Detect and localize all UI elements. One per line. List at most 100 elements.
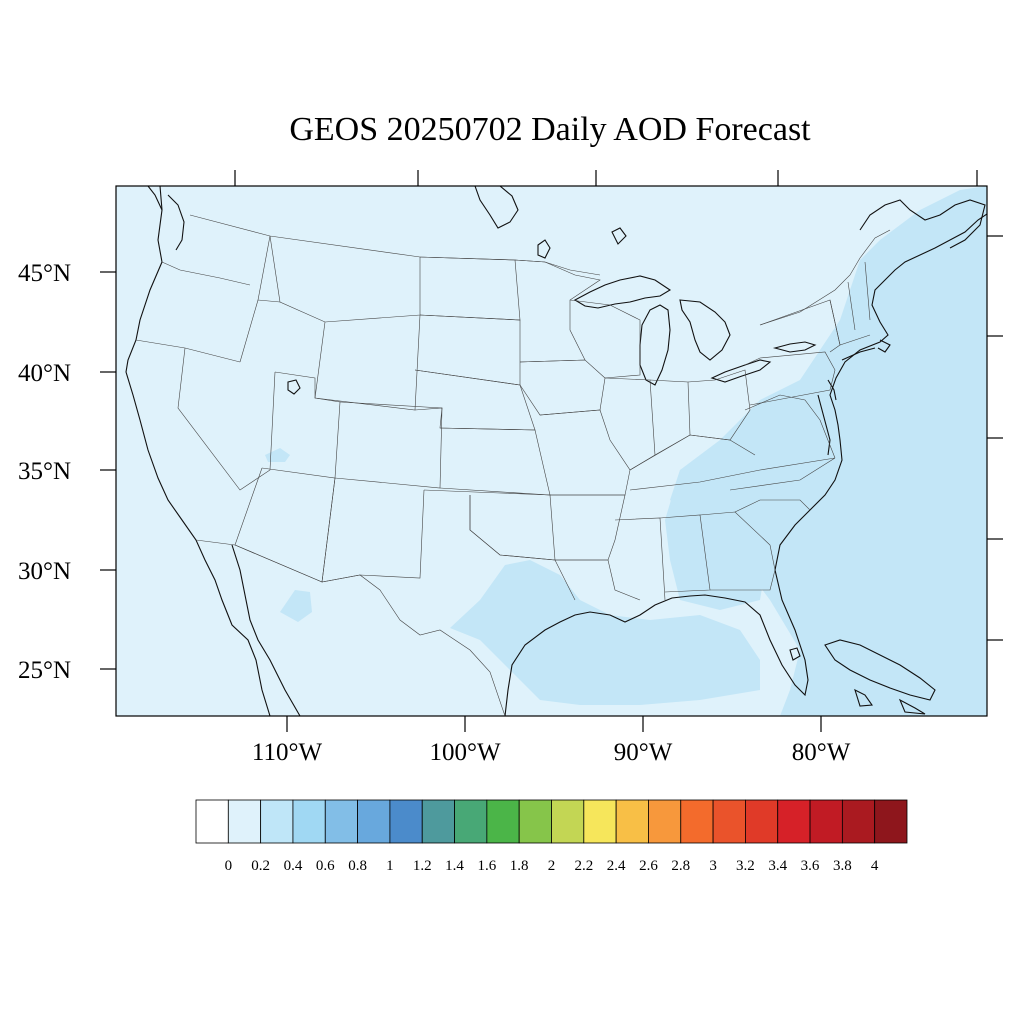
lake-winnipeg <box>537 239 551 259</box>
lake-michigan <box>639 304 671 386</box>
colorbar-label: 3.6 <box>801 858 820 874</box>
colorbar-label: 1 <box>386 858 394 874</box>
colorbar-swatch <box>421 799 455 844</box>
mexico-border <box>195 539 506 716</box>
chesapeake-bay <box>817 394 831 456</box>
puget-sound <box>167 194 185 251</box>
pacific-coast <box>125 186 271 716</box>
colorbar-swatch <box>260 799 294 844</box>
lake-of-woods <box>611 227 627 245</box>
lat-label-45: 45°N <box>18 260 71 287</box>
aod-south-texas-patch <box>280 590 312 622</box>
colorbar-swatch <box>227 799 262 844</box>
colorbar-label: 0.4 <box>284 858 303 874</box>
colorbar-swatch <box>389 799 423 844</box>
utah-boundary <box>261 371 341 479</box>
aod-colorbar: 0 0.2 0.4 0.6 0.8 1 1.2 1.4 1.6 1.8 2 2.2 2.4 2.6 2.8 3… <box>195 799 908 874</box>
colorbar-label: 3.8 <box>833 858 852 874</box>
lat-label-35: 35°N <box>18 458 71 485</box>
lat-label-30: 30°N <box>18 558 71 585</box>
colorbar-swatch <box>712 799 746 844</box>
lake-erie <box>710 359 772 383</box>
virginia-boundary <box>744 394 836 459</box>
colorado-boundary <box>334 401 443 489</box>
lon-label-90w: 90°W <box>614 739 673 766</box>
colorbar-label: 0.2 <box>251 858 270 874</box>
iowa-boundary <box>519 359 606 416</box>
colorbar-label: 3.4 <box>768 858 787 874</box>
lake-ontario <box>772 341 817 353</box>
great-salt-lake <box>287 379 301 395</box>
kentucky-tennessee <box>629 434 836 491</box>
lat-label-40: 40°N <box>18 360 71 387</box>
longitude-labels: 110°W 100°W 90°W 80°W <box>252 739 851 766</box>
texas-boundary <box>469 495 576 601</box>
bahamas <box>854 688 926 715</box>
vancouver-island <box>147 186 163 211</box>
colorbar-swatch <box>292 799 326 844</box>
lon-label-80w: 80°W <box>792 739 851 766</box>
colorbar-label: 3.2 <box>736 858 755 874</box>
aod-appalachian-patch <box>730 405 810 460</box>
colorbar-label: 0.6 <box>316 858 335 874</box>
lon-label-100w: 100°W <box>429 739 500 766</box>
colorbar-swatch <box>357 799 391 844</box>
map-title: GEOS 20250702 Daily AOD Forecast <box>289 111 811 148</box>
colorbar-label: 2 <box>548 858 556 874</box>
pennsylvania-boundary <box>744 351 836 406</box>
lake-okeechobee <box>789 647 801 661</box>
cape-cod <box>877 339 891 353</box>
wyoming-boundary <box>314 314 421 411</box>
colorbar-swatch <box>680 799 714 844</box>
mississippi-alabama <box>614 514 711 601</box>
colorbar-swatch <box>648 799 682 844</box>
carolinas <box>729 457 836 513</box>
canada-maritimes <box>859 199 986 249</box>
map-frame <box>115 185 988 717</box>
colorbar-label: 0 <box>225 858 233 874</box>
colorbar-label: 3 <box>709 858 717 874</box>
colorbar-swatch <box>745 799 779 844</box>
colorbar-swatch <box>518 799 552 844</box>
long-island <box>841 347 876 361</box>
colorbar-swatch <box>486 799 520 844</box>
colorbar-label: 2.4 <box>607 858 626 874</box>
northeast-canada-border <box>759 229 891 326</box>
colorbar-label: 2.6 <box>639 858 658 874</box>
colorbar-swatch <box>615 799 649 844</box>
colorbar-label: 0.8 <box>348 858 367 874</box>
idaho-boundary <box>239 235 281 363</box>
oregon-washington <box>161 261 251 286</box>
colorbar-swatch <box>874 799 908 844</box>
colorbar-swatch <box>809 799 843 844</box>
colorbar-swatch <box>454 799 488 844</box>
colorbar-swatch <box>195 799 229 844</box>
coastlines <box>125 186 987 716</box>
lake-superior <box>573 275 672 309</box>
colorbar-swatch <box>777 799 811 844</box>
colorbar-label: 1.6 <box>477 858 496 874</box>
colorbar-swatch <box>551 799 585 844</box>
lake-huron <box>679 299 731 361</box>
hudson-james-coast <box>474 186 519 229</box>
new-england-boundary <box>829 261 871 346</box>
aod-southeast-band <box>665 420 800 610</box>
georgia-florida <box>699 511 776 591</box>
lon-label-110w: 110°W <box>252 739 323 766</box>
louisiana-boundary <box>555 559 641 601</box>
aod-nevada-patch <box>265 448 290 462</box>
nevada-boundary <box>177 347 276 491</box>
colorbar-swatch <box>583 799 617 844</box>
colorbar-label: 1.2 <box>413 858 432 874</box>
lat-label-25: 25°N <box>18 657 71 684</box>
latitude-labels: 45°N 40°N 35°N 30°N 25°N <box>18 260 71 684</box>
kansas-boundary <box>439 427 551 496</box>
wisconsin-boundary <box>569 299 641 379</box>
colorbar-swatch <box>841 799 876 844</box>
colorbar-label: 2.2 <box>574 858 593 874</box>
colorbar-label: 4 <box>871 858 879 874</box>
state-boundaries <box>135 214 891 716</box>
colorbar-label: 1.4 <box>445 858 464 874</box>
cuba-coast <box>824 639 936 701</box>
